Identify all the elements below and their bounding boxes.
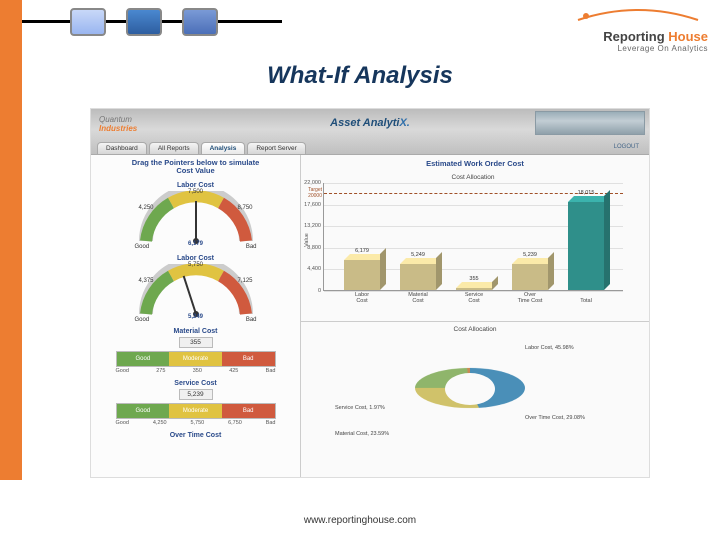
tab-strip: DashboardAll ReportsAnalysisReport Serve… bbox=[97, 142, 306, 154]
chart-column: Estimated Work Order Cost Cost Allocatio… bbox=[301, 155, 649, 477]
slider-value-0: 355 bbox=[179, 337, 213, 348]
pie-chart: Cost Allocation Labor Cost, 45.98% Over T… bbox=[301, 322, 649, 477]
slider-title-0: Material Cost bbox=[97, 328, 294, 335]
gauge-1[interactable]: 5,750 4,375 7,125 Good Bad 5,249 bbox=[131, 264, 261, 322]
overtime-header: Over Time Cost bbox=[97, 432, 294, 439]
right-title: Estimated Work Order Cost bbox=[301, 155, 649, 172]
tab-report-server[interactable]: Report Server bbox=[247, 142, 305, 154]
gauge-title-0: Labor Cost bbox=[97, 182, 294, 189]
logo-name-2: House bbox=[668, 29, 708, 44]
tab-analysis[interactable]: Analysis bbox=[201, 142, 246, 154]
pie-label-1: Over Time Cost, 29.08% bbox=[525, 415, 585, 421]
footer-url: www.reportinghouse.com bbox=[0, 515, 720, 526]
bar-material-cost: 5,249 MaterialCost bbox=[400, 264, 436, 290]
bar-labor-cost: 6,179 LaborCost bbox=[344, 260, 380, 290]
monitor-icon-3 bbox=[182, 8, 218, 36]
pie-label-0: Labor Cost, 45.98% bbox=[525, 345, 574, 351]
logo: Reporting House Leverage On Analytics bbox=[568, 6, 708, 53]
gauge-column: Drag the Pointers below to simulateCost … bbox=[91, 155, 301, 477]
slide-title: What-If Analysis bbox=[0, 62, 720, 90]
bar-chart: Cost Allocation Value 04,4008,80013,2001… bbox=[301, 172, 649, 322]
dashboard-header: QuantumIndustries Asset AnalytiX. LOGOUT… bbox=[91, 109, 649, 155]
pie-label-2: Material Cost, 23.59% bbox=[335, 431, 389, 437]
pie-label-3: Service Cost, 1.97% bbox=[335, 405, 385, 411]
gauge-0[interactable]: 7,500 4,250 8,750 Good Bad 6,179 bbox=[131, 191, 261, 249]
bar-over-time-cost: 5,239 OverTime Cost bbox=[512, 264, 548, 290]
logo-name-1: Reporting bbox=[603, 29, 668, 44]
slider-1[interactable]: GoodModerateBad bbox=[116, 403, 276, 419]
gauge-column-title: Drag the Pointers below to simulateCost … bbox=[91, 155, 300, 180]
tab-dashboard[interactable]: Dashboard bbox=[97, 142, 147, 154]
pie-chart-title: Cost Allocation bbox=[309, 326, 641, 333]
header-photo bbox=[535, 111, 645, 135]
bar-service-cost: 355 ServiceCost bbox=[456, 288, 492, 290]
bar-total: 18,015 Total bbox=[568, 202, 604, 290]
logout-link[interactable]: LOGOUT bbox=[614, 144, 639, 150]
brand-center: Asset AnalytiX. bbox=[330, 117, 410, 129]
monitor-icon-1 bbox=[70, 8, 106, 36]
slider-value-1: 5,239 bbox=[179, 389, 213, 400]
slider-title-1: Service Cost bbox=[97, 380, 294, 387]
monitor-icon-2 bbox=[126, 8, 162, 36]
tab-all-reports[interactable]: All Reports bbox=[149, 142, 199, 154]
dashboard-screenshot: QuantumIndustries Asset AnalytiX. LOGOUT… bbox=[90, 108, 650, 478]
logo-tagline: Leverage On Analytics bbox=[568, 44, 708, 53]
gauge-title-1: Labor Cost bbox=[97, 255, 294, 262]
slider-0[interactable]: GoodModerateBad bbox=[116, 351, 276, 367]
bar-chart-title: Cost Allocation bbox=[305, 174, 641, 181]
header-icons bbox=[70, 8, 218, 36]
brand-left: QuantumIndustries bbox=[99, 115, 137, 133]
